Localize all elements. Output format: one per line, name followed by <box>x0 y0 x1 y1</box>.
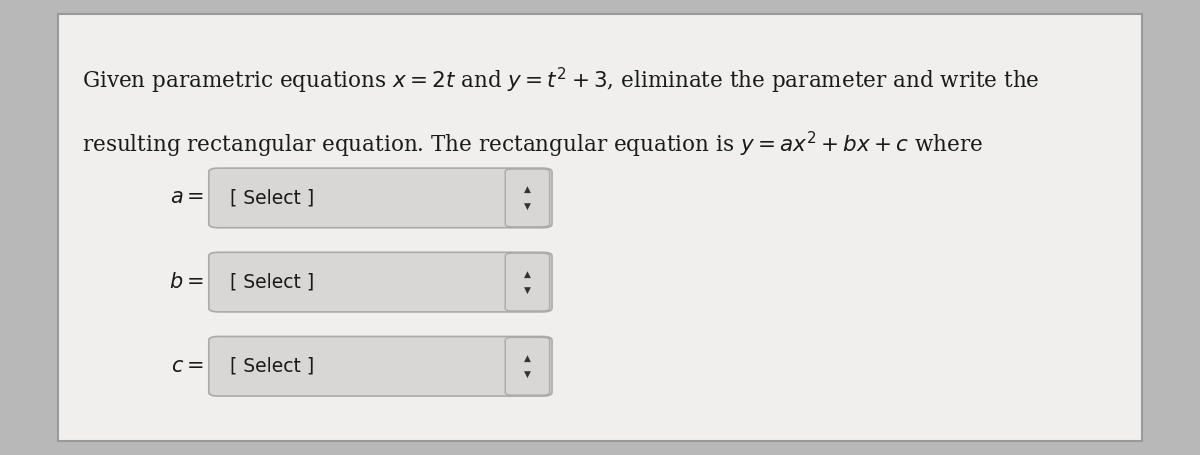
Text: ▼: ▼ <box>524 286 530 295</box>
Text: ▼: ▼ <box>524 202 530 211</box>
Text: Given parametric equations $x = 2t$ and $y = t^2 + 3$, eliminate the parameter a: Given parametric equations $x = 2t$ and … <box>82 66 1039 96</box>
FancyBboxPatch shape <box>209 168 552 228</box>
Text: $c =$: $c =$ <box>172 357 204 376</box>
FancyBboxPatch shape <box>209 337 552 396</box>
Text: resulting rectangular equation. The rectangular equation is $y = ax^2 + bx + c$ : resulting rectangular equation. The rect… <box>82 130 983 160</box>
Text: $b =$: $b =$ <box>169 272 204 292</box>
FancyBboxPatch shape <box>58 14 1142 441</box>
Text: ▼: ▼ <box>524 370 530 379</box>
FancyBboxPatch shape <box>505 253 550 311</box>
Text: [ Select ]: [ Select ] <box>230 357 314 376</box>
Text: [ Select ]: [ Select ] <box>230 273 314 292</box>
FancyBboxPatch shape <box>209 252 552 312</box>
Text: ▲: ▲ <box>524 269 530 278</box>
Text: [ Select ]: [ Select ] <box>230 188 314 207</box>
Text: ▲: ▲ <box>524 185 530 194</box>
Text: $a =$: $a =$ <box>169 188 204 207</box>
FancyBboxPatch shape <box>505 169 550 227</box>
FancyBboxPatch shape <box>505 338 550 395</box>
Text: ▲: ▲ <box>524 354 530 363</box>
